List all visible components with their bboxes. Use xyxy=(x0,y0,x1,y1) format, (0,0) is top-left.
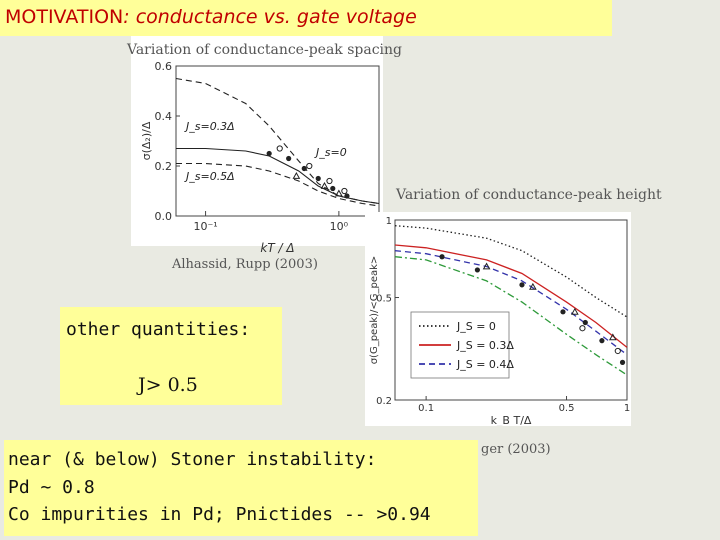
left-series-line xyxy=(176,147,380,205)
right-x-axis-label: k_B T/Δ xyxy=(491,414,532,426)
stoner-line-1: near (& below) Stoner instability: xyxy=(8,449,377,470)
left-data-point xyxy=(326,177,333,185)
right-data-point xyxy=(614,347,621,355)
right-data-point xyxy=(529,282,537,290)
right-chart: 1 0.5 0.2 0.1 0.5 1 k_B T/Δ σ(G_peak)/<G_peak> J… xyxy=(369,216,630,426)
right-data-point xyxy=(482,262,491,270)
title-main: MOTIVATION xyxy=(5,6,124,28)
left-x-tick-label: 10⁰ xyxy=(330,220,349,233)
stoner-line-2: Pd ~ 0.8 xyxy=(8,477,95,498)
right-data-point xyxy=(474,267,480,273)
left-figure xyxy=(131,36,383,246)
right-legend-label: J_S = 0.4Δ xyxy=(456,358,514,371)
j-threshold-value: J> 0.5 xyxy=(138,374,198,396)
page-title: MOTIVATION: conductance vs. gate voltage xyxy=(5,6,417,28)
left-data-point xyxy=(330,185,336,192)
title-rest: : conductance vs. gate voltage xyxy=(123,6,417,28)
right-y-tick-label: 0.5 xyxy=(376,294,392,305)
right-figure-caption: ger (2003) xyxy=(481,442,551,457)
left-data-point xyxy=(301,165,307,172)
left-figure-title: Variation of conductance-peak spacing xyxy=(127,42,403,58)
right-figure-title: Variation of conductance-peak height xyxy=(396,187,662,203)
left-chart: 0.6 0.4 0.2 0.0 10⁻¹ 10⁰ kT / Δ σ(Δ₂)/Δ J_s=0.3Δ… xyxy=(140,60,380,255)
left-y-axis-label: σ(Δ₂)/Δ xyxy=(140,121,153,160)
stoner-line-3: Co impurities in Pd; Pnictides -- >0.94 xyxy=(8,504,431,525)
left-curve-annotation: J_s=0.5Δ xyxy=(184,170,235,183)
left-curve-annotation: J_s=0.3Δ xyxy=(184,120,235,133)
left-data-point xyxy=(335,189,343,197)
right-legend-label: J_S = 0 xyxy=(456,320,496,333)
left-data-point xyxy=(266,150,272,157)
stoner-box: near (& below) Stoner instability: Pd ~ … xyxy=(4,440,478,536)
right-data-point xyxy=(439,254,445,260)
right-legend-label: J_S = 0.3Δ xyxy=(456,339,514,352)
left-x-axis-label: kT / Δ xyxy=(260,241,294,255)
left-data-point xyxy=(344,193,350,199)
right-y-tick-label: 0.2 xyxy=(376,396,392,407)
left-figure-caption: Alhassid, Rupp (2003) xyxy=(172,257,318,272)
left-y-tick-label: 0.4 xyxy=(155,110,173,123)
right-data-point xyxy=(519,282,525,288)
left-data-point xyxy=(341,187,348,195)
right-data-point xyxy=(560,309,566,315)
right-x-tick-label: 1 xyxy=(624,403,630,414)
left-series-line xyxy=(175,77,380,205)
title-bar: MOTIVATION: conductance vs. gate voltage xyxy=(0,0,612,36)
right-series-line xyxy=(394,250,628,356)
left-data-point xyxy=(315,175,321,182)
left-y-tick-label: 0.0 xyxy=(155,210,173,223)
right-series-line xyxy=(394,244,628,348)
right-data-point xyxy=(599,338,605,344)
left-x-tick-label: 10⁻¹ xyxy=(193,220,217,233)
other-quantities-box: other quantities: J> 0.5 xyxy=(60,307,282,405)
right-series-line xyxy=(394,256,628,376)
right-data-point xyxy=(570,307,579,315)
left-plot-frame xyxy=(175,65,380,217)
left-data-point xyxy=(276,145,283,152)
left-data-point xyxy=(320,181,329,189)
right-data-point xyxy=(608,333,617,341)
left-data-point xyxy=(292,171,301,179)
left-data-point xyxy=(306,162,313,170)
left-curve-annotation: J_s=0 xyxy=(314,146,347,159)
right-data-point xyxy=(582,319,588,326)
left-data-point xyxy=(286,155,292,162)
left-series-line xyxy=(176,162,380,207)
right-x-tick-label: 0.5 xyxy=(559,403,575,414)
right-series-line xyxy=(394,225,628,318)
right-data-point xyxy=(579,325,586,332)
left-y-tick-label: 0.6 xyxy=(155,60,173,73)
right-y-tick-label: 1 xyxy=(386,216,392,227)
right-plot-frame xyxy=(394,219,628,401)
left-y-tick-label: 0.2 xyxy=(155,160,173,173)
right-y-axis-label: σ(G_peak)/<G_peak> xyxy=(369,256,380,365)
right-x-tick-label: 0.1 xyxy=(418,403,434,414)
other-quantities-label: other quantities: xyxy=(66,319,251,340)
right-data-point xyxy=(619,359,626,365)
